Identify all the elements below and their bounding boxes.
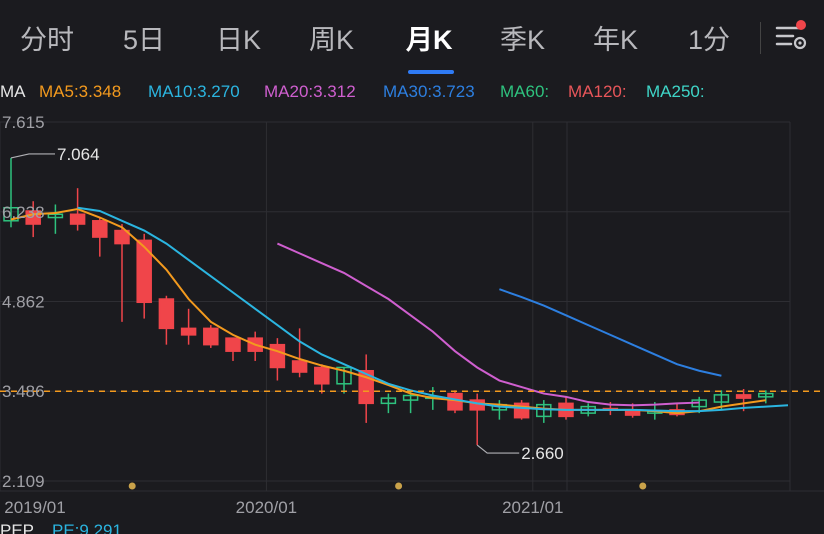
candle-body (536, 403, 552, 418)
period-tab-bar: 分时 5日 日K 周K 月K 季K 年K 1分 (0, 0, 824, 74)
ma60-value: MA60: (500, 82, 550, 101)
y-tick-label: 4.862 (2, 293, 45, 312)
candle-body (758, 392, 774, 398)
event-marker-dot (639, 482, 647, 490)
y-tick-label: 3.486 (2, 382, 45, 401)
candle-body (314, 366, 330, 385)
candle-body (158, 298, 175, 330)
tab-7[interactable]: 1分 (688, 25, 731, 55)
tab-1[interactable]: 5日 (123, 25, 166, 55)
tab-3[interactable]: 周K (309, 25, 355, 55)
tab-divider (760, 22, 761, 54)
candle-body (3, 206, 19, 222)
candle-body (203, 327, 219, 346)
y-tick-label: 2.109 (2, 472, 45, 491)
high-price-label: 7.064 (57, 145, 100, 164)
event-marker-dot (395, 482, 403, 490)
ma-line-ma30 (499, 288, 722, 377)
x-tick-label: 2019/01 (4, 498, 65, 517)
low-leader-line (476, 444, 520, 454)
ma-line-ma20 (276, 242, 700, 407)
ma-line-ma10 (77, 206, 789, 413)
tab-5[interactable]: 季K (500, 25, 546, 55)
tab-2[interactable]: 日K (216, 25, 262, 55)
candle-body (380, 397, 397, 405)
candle-body (114, 229, 130, 245)
ma10-value: MA10:3.270 (148, 82, 240, 101)
ma5-value: MA5:3.348 (39, 82, 122, 101)
high-leader-line (10, 153, 55, 159)
ma-legend-label: MA (0, 82, 26, 101)
ma20-value: MA20:3.312 (264, 82, 356, 101)
candle-body (180, 327, 197, 336)
event-marker-dot (128, 482, 136, 490)
active-tab-underline (408, 70, 454, 74)
ma30-value: MA30:3.723 (383, 82, 475, 101)
ma120-value: MA120: (568, 82, 627, 101)
candle-body (713, 394, 730, 403)
tab-6[interactable]: 年K (593, 25, 639, 55)
tab-0[interactable]: 分时 (20, 25, 74, 55)
candle-body (291, 360, 308, 373)
low-price-label: 2.660 (521, 444, 564, 463)
candle-body (402, 394, 419, 401)
x-tick-label: 2020/01 (236, 498, 297, 517)
y-tick-label: 6.238 (2, 203, 45, 222)
pe-indicator-value: PE:9.291 (52, 521, 122, 534)
y-tick-label: 7.615 (2, 113, 45, 132)
candle-body (336, 366, 352, 385)
candlestick-chart[interactable]: 7.615 6.238 4.862 3.486 2.109 2019/01 2020/01 2… (0, 108, 824, 534)
candle-body (136, 239, 152, 304)
kline-settings-icon[interactable] (773, 18, 809, 54)
candle-body (47, 213, 64, 219)
tab-4[interactable]: 月K (406, 25, 453, 55)
candle-body (92, 220, 108, 238)
candle-body (269, 343, 286, 369)
ma250-value: MA250: (646, 82, 705, 101)
candle-body (69, 213, 86, 225)
candle-body (225, 337, 241, 352)
candle-body (735, 394, 752, 399)
pe-indicator-label: PEP (0, 521, 34, 534)
x-tick-label: 2021/01 (502, 498, 563, 517)
